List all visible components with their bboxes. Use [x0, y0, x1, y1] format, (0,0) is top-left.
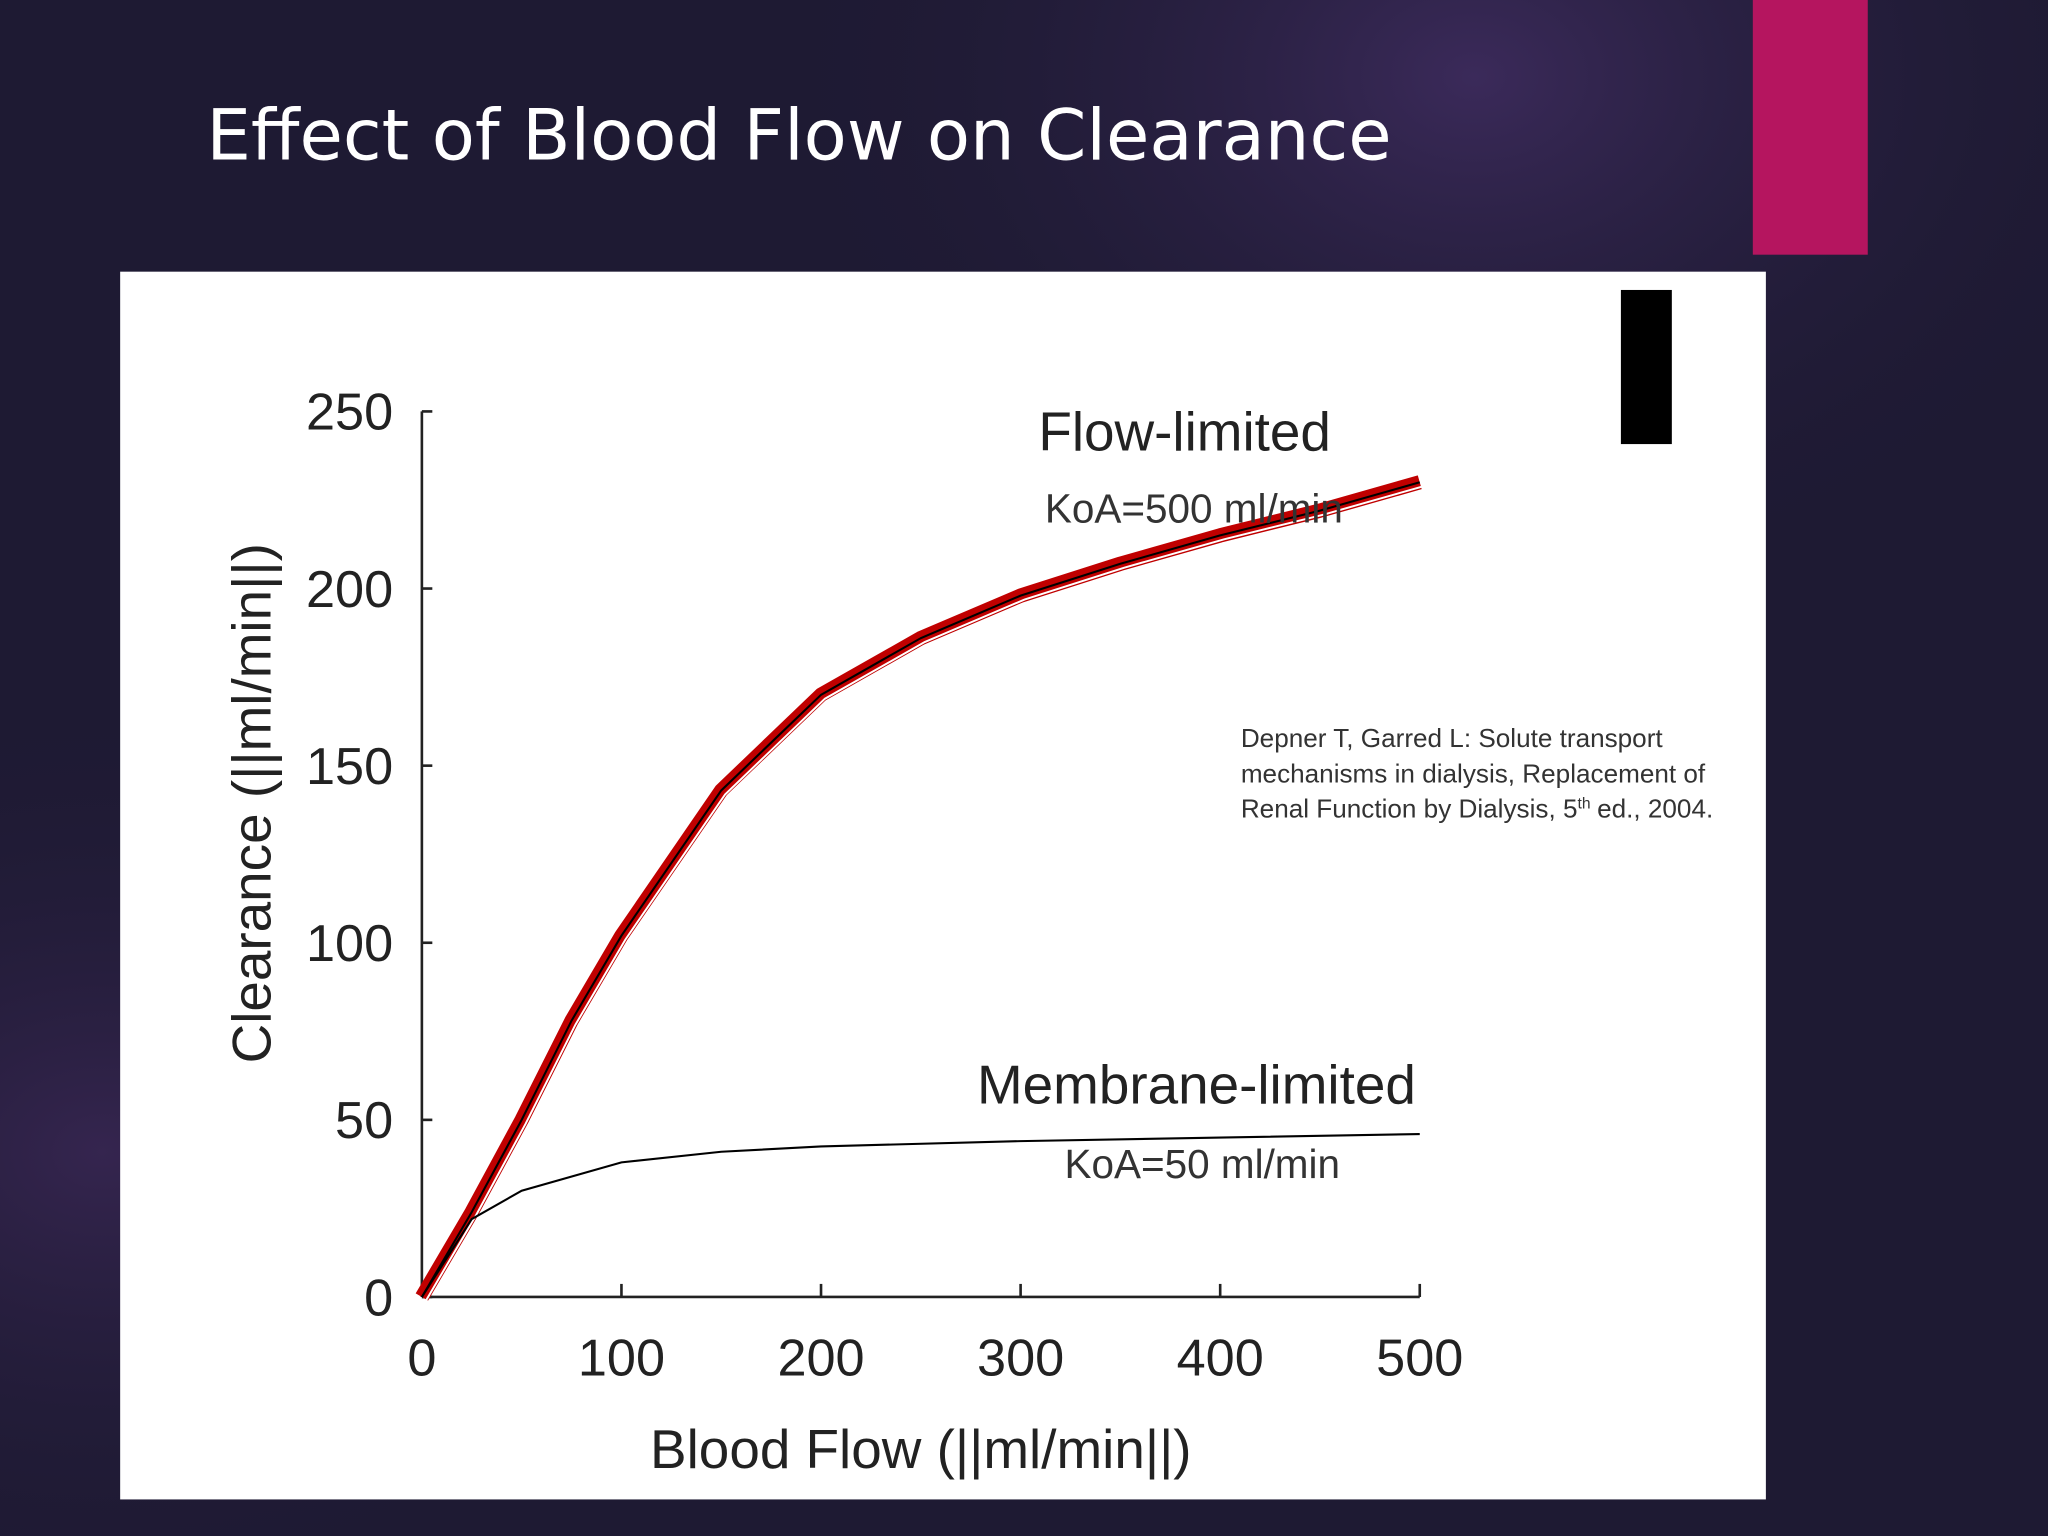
series-line — [420, 481, 1421, 1298]
accent-bar — [1752, 0, 1868, 255]
black-block — [1620, 289, 1672, 445]
y-axis-label: Clearance (||ml/min||) — [220, 543, 282, 1063]
x-tick-label: 200 — [777, 1329, 864, 1387]
series-label: Flow-limited — [1038, 401, 1331, 463]
y-tick-label: 0 — [364, 1269, 393, 1327]
series-line — [420, 1132, 1420, 1298]
y-tick-label: 250 — [306, 384, 393, 442]
y-tick-label: 200 — [306, 561, 393, 619]
x-tick-label: 400 — [1177, 1329, 1264, 1387]
y-tick-label: 50 — [335, 1092, 393, 1150]
citation-line: mechanisms in dialysis, Replacement of — [1241, 758, 1706, 788]
citation-superscript: th — [1577, 795, 1590, 812]
x-tick-label: 500 — [1376, 1329, 1463, 1387]
citation-text: ed., 2004. — [1597, 794, 1713, 824]
citation-line: Depner T, Garred L: Solute transport — [1241, 723, 1664, 753]
x-tick-label: 0 — [407, 1329, 436, 1387]
citation-text: Renal Function by Dialysis, 5 — [1241, 794, 1578, 824]
plot: 0 50 100 150 200 250 0 100 200 300 400 500 — [306, 384, 1463, 1388]
x-tick-label: 300 — [977, 1329, 1064, 1387]
highlight-inner — [424, 485, 1424, 1302]
series-sublabel: KoA=50 ml/min — [1064, 1141, 1340, 1187]
x-tick-label: 100 — [578, 1329, 665, 1387]
series-sublabel: KoA=500 ml/min — [1045, 485, 1343, 531]
citation-line: Renal Function by Dialysis, 5th ed., 2004… — [1241, 794, 1713, 824]
y-tick-label: 150 — [306, 738, 393, 796]
chart-image — [120, 271, 1766, 1500]
slide-title: Effect of Blood Flow on Clearance — [206, 94, 1391, 176]
series-label: Membrane-limited — [977, 1054, 1416, 1116]
x-axis-label: Blood Flow (||ml/min||) — [650, 1418, 1192, 1480]
y-tick-label: 100 — [306, 915, 393, 973]
